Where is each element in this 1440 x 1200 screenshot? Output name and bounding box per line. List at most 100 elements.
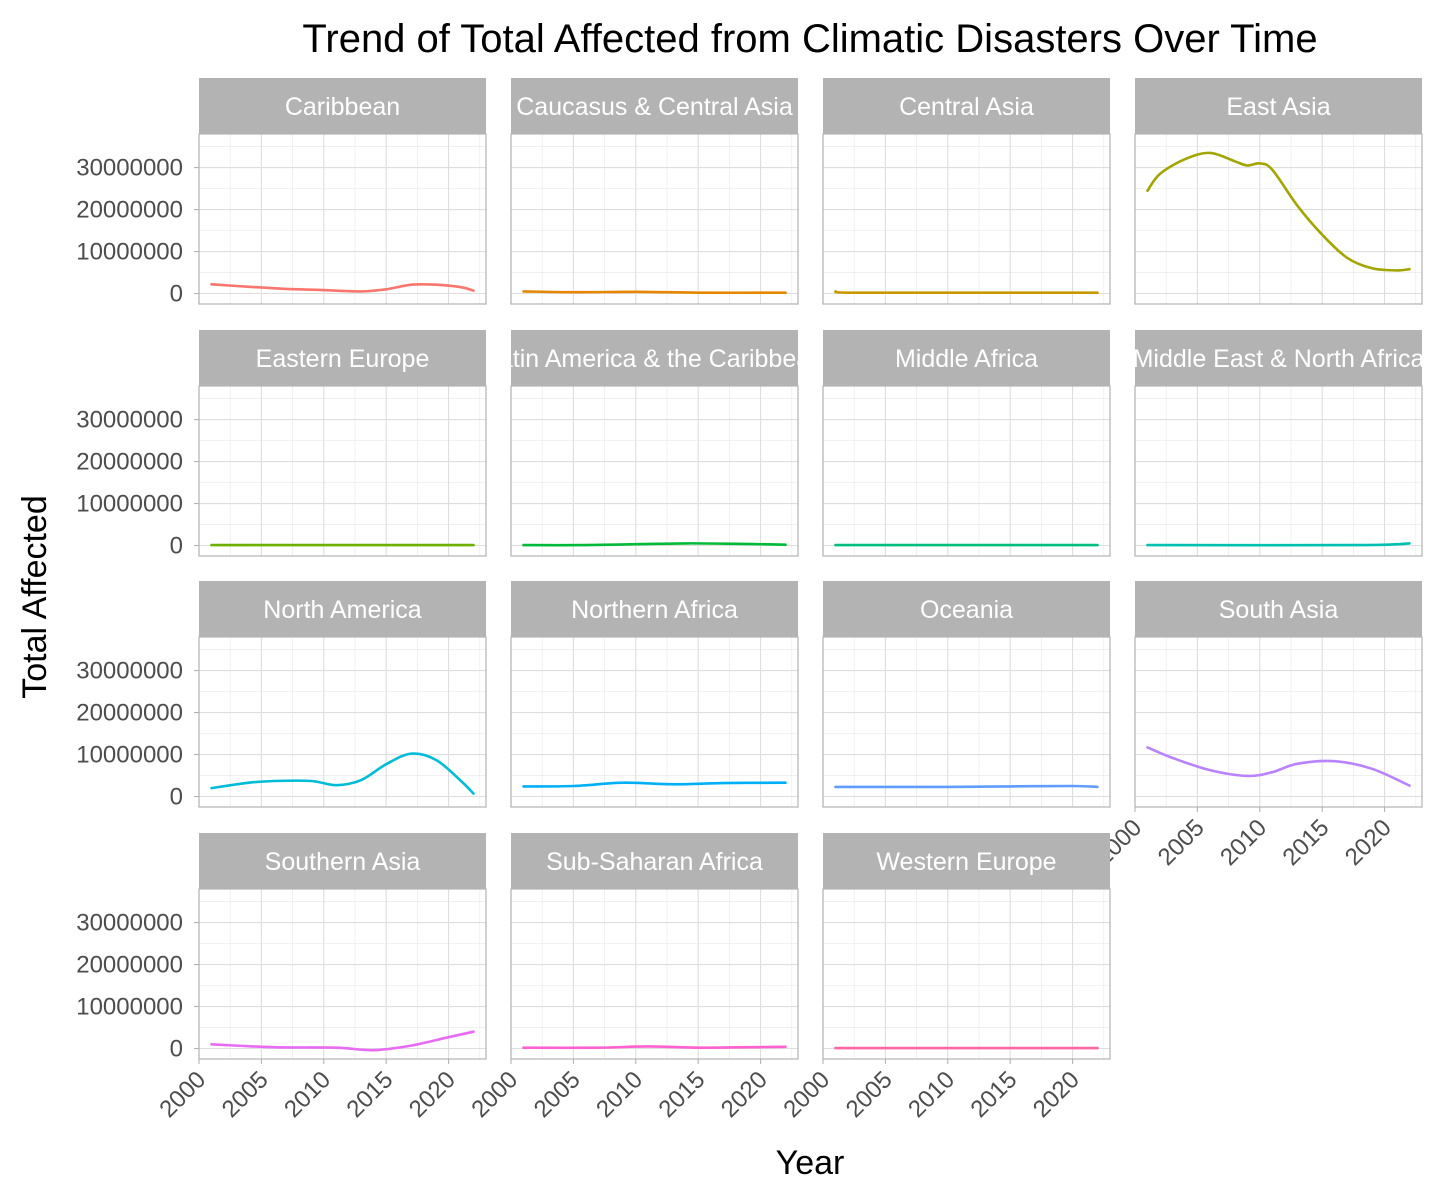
series-line-north-america: [210, 752, 475, 795]
x-tick-label: 2010: [591, 1066, 648, 1123]
panel-eastern-europe: Eastern Europe 0 10000000 20000000 30000000: [76, 330, 487, 560]
y-tick-label: 10000000: [76, 491, 183, 518]
strip-caribbean: [199, 78, 486, 134]
strip-label-caribbean: Caribbean: [285, 93, 400, 121]
strip-label-south-asia: South Asia: [1219, 596, 1339, 624]
x-tick-label: 2015: [966, 1066, 1023, 1123]
strip-label-middle-east-and-north-africa: Middle East & North Africa: [1133, 345, 1425, 373]
x-tick-label: 2000: [466, 1066, 523, 1123]
strip-label-eastern-europe: Eastern Europe: [256, 345, 430, 373]
strip-label-sub-saharan-africa: Sub-Saharan Africa: [546, 848, 763, 876]
panel-central-asia: Central Asia: [822, 78, 1111, 305]
y-tick-label: 20000000: [76, 449, 183, 476]
strip-eastern-europe: [199, 330, 486, 386]
y-tick-label: 10000000: [76, 239, 183, 266]
panel-latin-america-and-the-caribbean: Latin America & the Caribbean: [485, 330, 824, 557]
strip-east-asia: [1135, 78, 1422, 134]
y-tick-label: 0: [170, 533, 183, 560]
x-tick-label: 2020: [1340, 814, 1397, 871]
series-line-east-asia: [1146, 151, 1411, 272]
panel-western-europe: Western Europe 2000 2005 2010 2015 2020: [778, 833, 1111, 1123]
x-tick-label: 2005: [1153, 814, 1210, 871]
x-tick-label: 2020: [716, 1066, 773, 1123]
y-tick-label: 0: [170, 784, 183, 811]
strip-central-asia: [823, 78, 1110, 134]
x-tick-label: 2005: [217, 1066, 274, 1123]
x-tick-label: 2000: [778, 1066, 835, 1123]
strip-label-central-asia: Central Asia: [899, 93, 1034, 121]
y-axis-title: Total Affected: [16, 495, 54, 699]
series-line-caribbean: [210, 282, 475, 293]
panel-border: [510, 888, 799, 1060]
series-line-central-asia: [834, 290, 1099, 295]
y-tick-label: 30000000: [76, 407, 183, 434]
strip-label-east-asia: East Asia: [1226, 93, 1330, 121]
x-tick-label: 2010: [1215, 814, 1272, 871]
panel-border: [510, 636, 799, 808]
strip-label-oceania: Oceania: [920, 596, 1013, 624]
strip-label-western-europe: Western Europe: [876, 848, 1056, 876]
strip-label-northern-africa: Northern Africa: [571, 596, 738, 624]
series-line-south-asia: [1146, 746, 1411, 787]
panel-border: [510, 385, 799, 557]
x-tick-label: 2010: [903, 1066, 960, 1123]
panel-border: [822, 385, 1111, 557]
strip-northern-africa: [511, 581, 798, 637]
x-tick-label: 2005: [841, 1066, 898, 1123]
strip-label-middle-africa: Middle Africa: [895, 345, 1038, 373]
panel-border: [1134, 636, 1423, 808]
x-axis-title: Year: [776, 1144, 845, 1182]
x-tick-label: 2000: [154, 1066, 211, 1123]
y-tick-label: 0: [170, 281, 183, 308]
series-line-southern-asia: [210, 1030, 475, 1052]
panel-border: [198, 385, 487, 557]
series-line-middle-east-and-north-africa: [1146, 542, 1411, 547]
panel-border: [822, 888, 1111, 1060]
panel-border: [198, 133, 487, 305]
panel-middle-east-and-north-africa: Middle East & North Africa: [1133, 330, 1425, 557]
y-tick-label: 30000000: [76, 910, 183, 937]
x-tick-label: 2005: [529, 1066, 586, 1123]
strip-south-asia: [1135, 581, 1422, 637]
panel-north-america: North America 0 10000000 20000000 30000000: [76, 581, 487, 811]
strip-latin-america-and-the-caribbean: [511, 330, 798, 386]
chart-title: Trend of Total Affected from Climatic Di…: [302, 17, 1317, 61]
y-tick-label: 10000000: [76, 742, 183, 769]
strip-north-america: [199, 581, 486, 637]
y-tick-label: 10000000: [76, 994, 183, 1021]
y-tick-label: 30000000: [76, 658, 183, 685]
strip-caucasus-and-central-asia: [511, 78, 798, 134]
strip-label-north-america: North America: [263, 596, 421, 624]
x-tick-label: 2020: [404, 1066, 461, 1123]
x-tick-label: 2015: [342, 1066, 399, 1123]
y-tick-label: 0: [170, 1036, 183, 1063]
panel-border: [510, 133, 799, 305]
panel-caucasus-and-central-asia: Caucasus & Central Asia: [510, 78, 799, 305]
panel-border: [1134, 385, 1423, 557]
panel-northern-africa: Northern Africa: [510, 581, 799, 808]
x-tick-label: 2015: [654, 1066, 711, 1123]
panel-border: [1134, 133, 1423, 305]
x-tick-label: 2015: [1278, 814, 1335, 871]
panel-southern-asia: Southern Asia 0 10000000 20000000 30000000 20…: [76, 833, 487, 1123]
y-tick-label: 20000000: [76, 700, 183, 727]
strip-oceania: [823, 581, 1110, 637]
strip-sub-saharan-africa: [511, 833, 798, 889]
y-tick-label: 20000000: [76, 952, 183, 979]
strip-label-southern-asia: Southern Asia: [265, 848, 421, 876]
panel-sub-saharan-africa: Sub-Saharan Africa 2000 2005 2010 2015 2020: [466, 833, 799, 1123]
series-line-latin-america-and-the-caribbean: [522, 542, 787, 547]
panel-border: [198, 636, 487, 808]
strip-middle-africa: [823, 330, 1110, 386]
series-line-oceania: [834, 784, 1099, 789]
strip-southern-asia: [199, 833, 486, 889]
series-line-caucasus-and-central-asia: [522, 290, 787, 295]
strip-label-latin-america-and-the-caribbean: Latin America & the Caribbean: [485, 345, 824, 373]
panel-caribbean: Caribbean 0 10000000 20000000 30000000: [76, 78, 487, 308]
panel-border: [822, 636, 1111, 808]
series-line-sub-saharan-africa: [522, 1045, 787, 1050]
panel-border: [198, 888, 487, 1060]
panel-oceania: Oceania: [822, 581, 1111, 808]
